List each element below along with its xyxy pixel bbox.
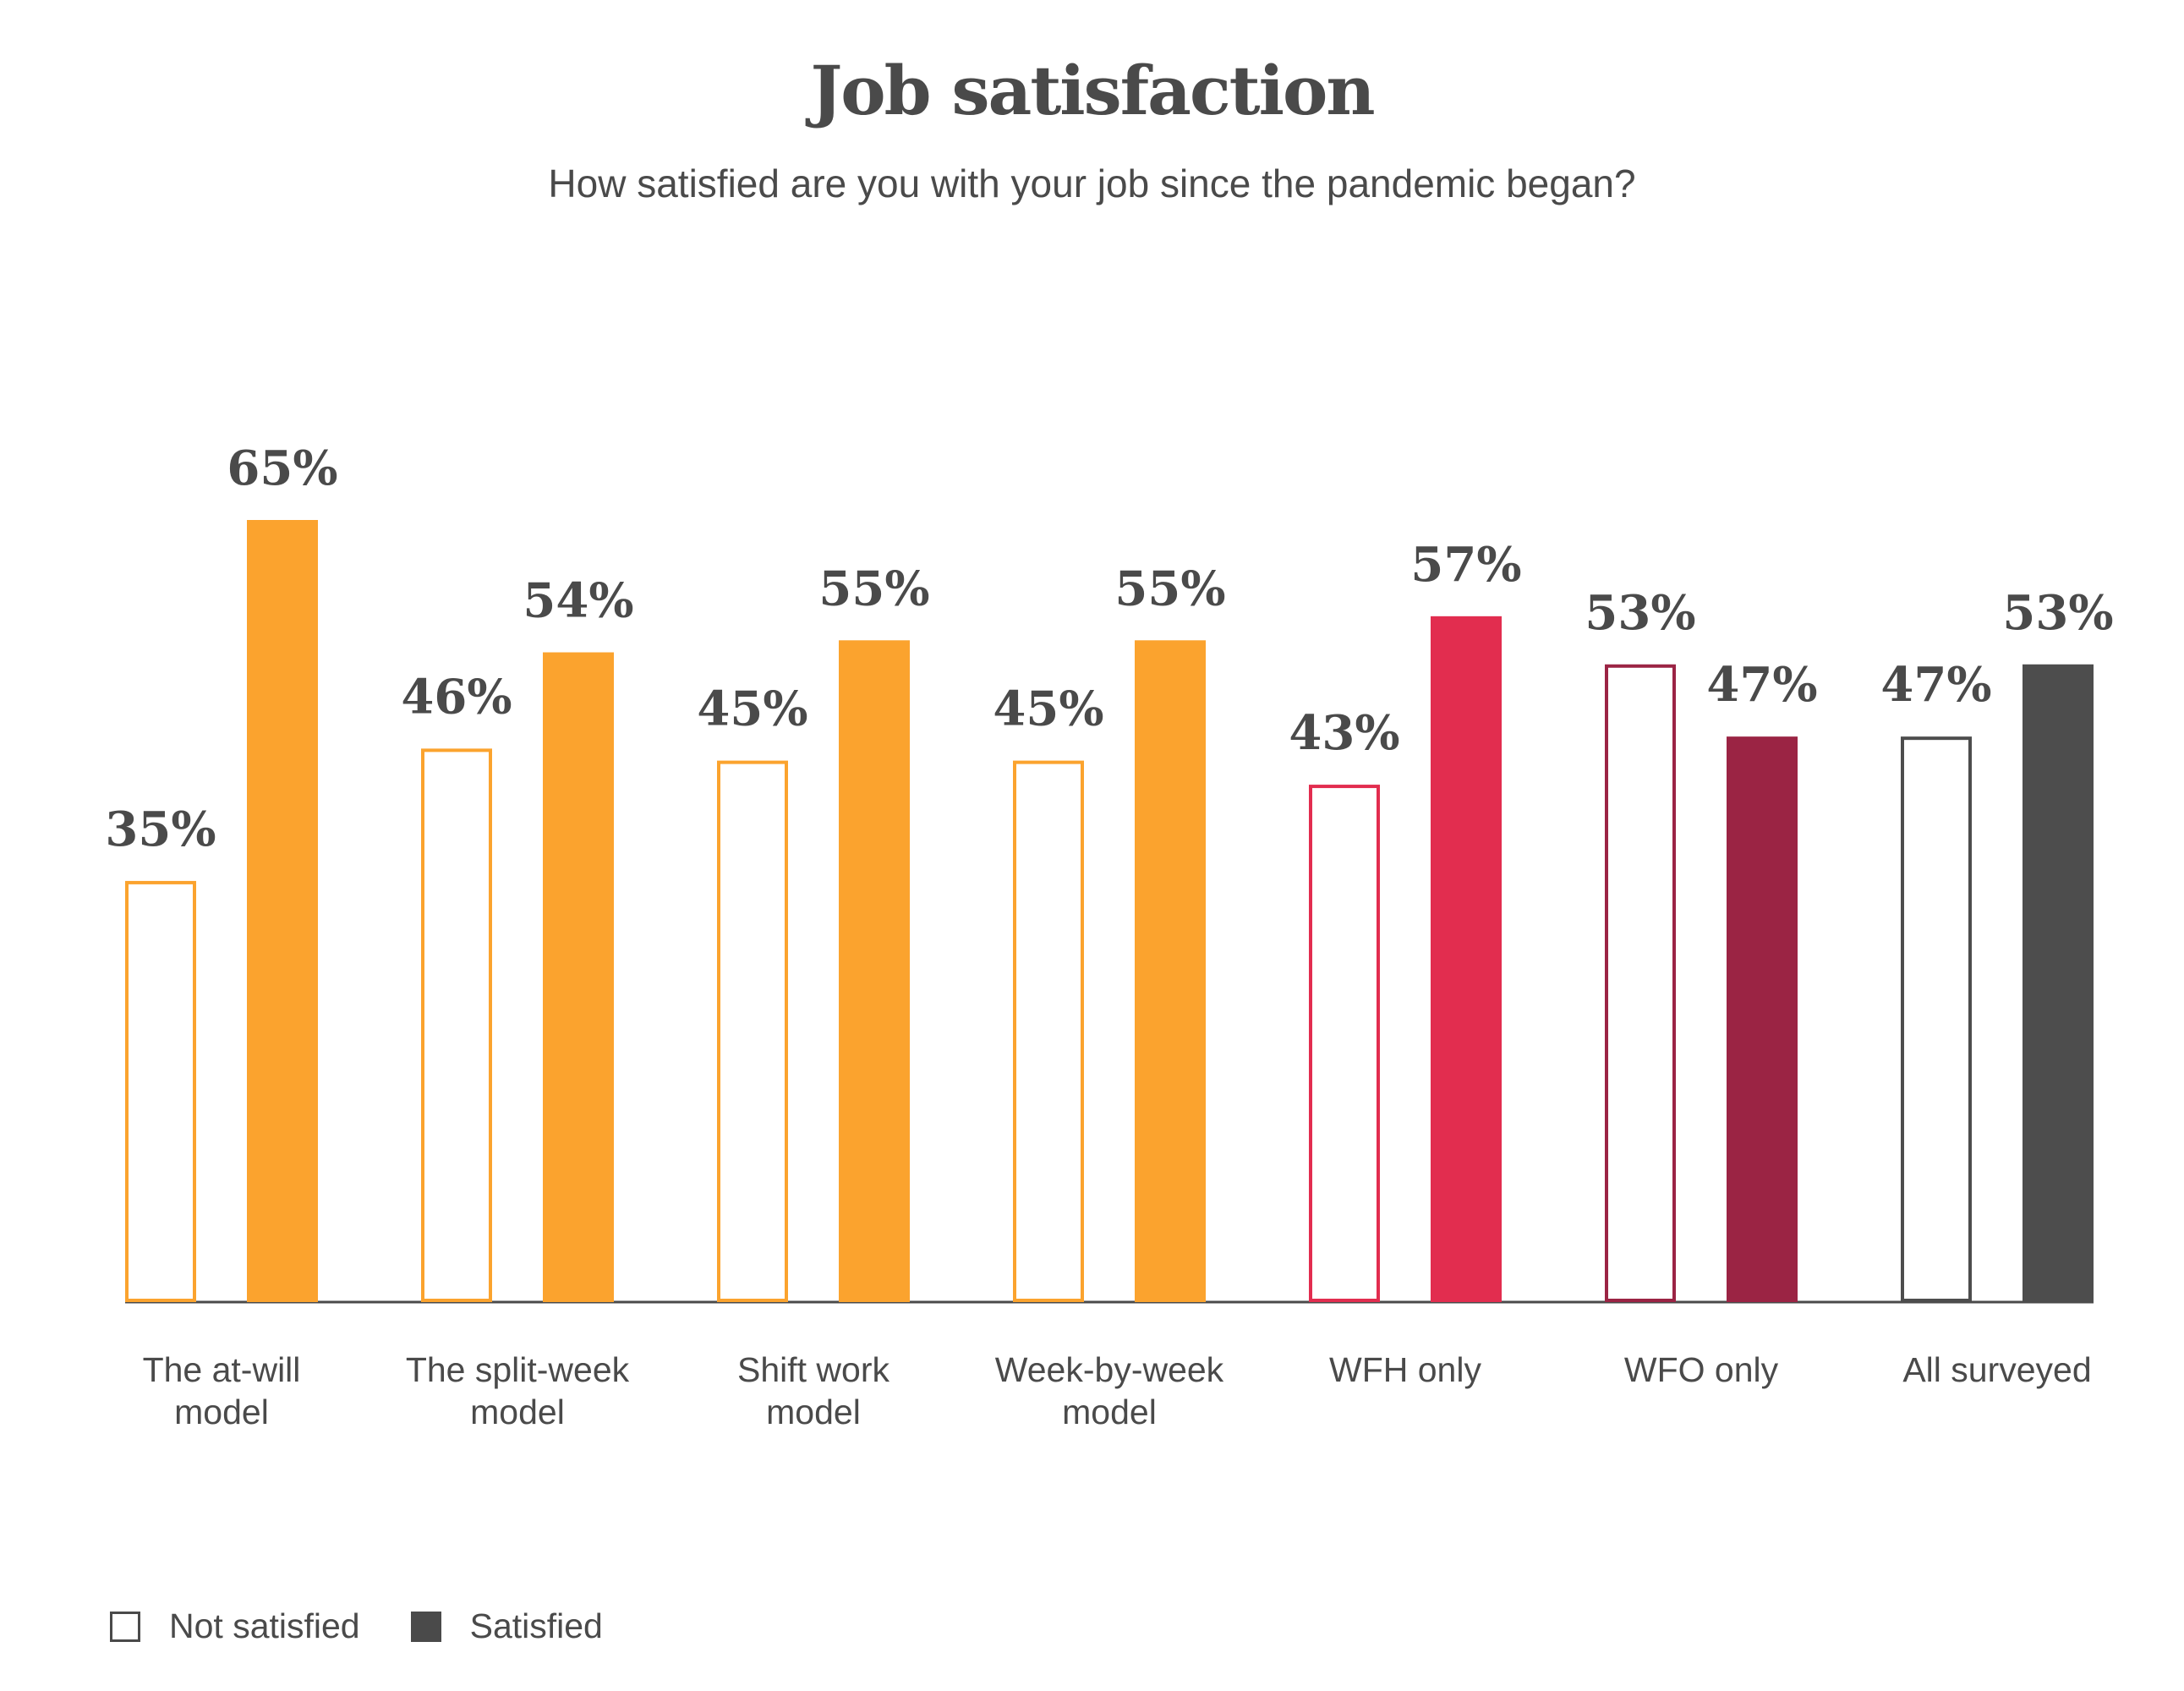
legend-label-not-satisfied: Not satisfied: [169, 1606, 360, 1645]
bar-satisfied-shift-work-model: [839, 640, 910, 1302]
category-label-all-surveyed: All surveyed: [1902, 1350, 2091, 1389]
bar-satisfied-wfh-only: [1431, 616, 1502, 1302]
legend-swatch-outline: [110, 1611, 140, 1642]
bar-not-satisfied-shift-work-model: [717, 760, 788, 1302]
value-label-not-satisfied-wfo-only: 53%: [1585, 585, 1695, 641]
bar-satisfied-week-by-week-model: [1135, 640, 1206, 1302]
value-label-satisfied-week-by-week-model: 55%: [1114, 561, 1225, 616]
bar-not-satisfied-wfh-only: [1309, 785, 1380, 1302]
bar-satisfied-all-surveyed: [2023, 664, 2094, 1302]
legend-item-not-satisfied: Not satisfied: [110, 1606, 360, 1646]
category-label-wfh-only: WFH only: [1329, 1350, 1481, 1389]
bar-not-satisfied-week-by-week-model: [1013, 760, 1084, 1302]
legend-swatch-filled: [410, 1611, 441, 1642]
value-label-satisfied-wfh-only: 57%: [1410, 537, 1521, 593]
value-label-not-satisfied-the-at-will-model: 35%: [105, 802, 216, 857]
value-label-satisfied-wfo-only: 47%: [1706, 657, 1817, 713]
value-label-satisfied-the-at-will-model: 65%: [227, 441, 337, 496]
value-label-not-satisfied-wfh-only: 43%: [1289, 705, 1399, 761]
legend: Not satisfied Satisfied: [110, 1606, 654, 1646]
category-label-wfo-only: WFO only: [1624, 1350, 1779, 1389]
bar-not-satisfied-all-surveyed: [1901, 736, 1972, 1302]
value-label-not-satisfied-the-split-week-model: 46%: [401, 669, 512, 725]
legend-label-satisfied: Satisfied: [469, 1606, 603, 1645]
value-label-satisfied-the-split-week-model: 54%: [523, 573, 633, 629]
chart-subtitle: How satisfied are you with your job sinc…: [548, 161, 1636, 205]
category-label-week-by-week-model: Week-by-week model: [995, 1350, 1224, 1431]
bar-not-satisfied-the-at-will-model: [125, 880, 196, 1303]
bar-not-satisfied-wfo-only: [1605, 664, 1676, 1302]
category-label-the-split-week-model: The split-week model: [406, 1350, 630, 1431]
bar-satisfied-the-split-week-model: [543, 652, 614, 1302]
category-label-the-at-will-model: The at-will model: [143, 1350, 301, 1431]
bar-satisfied-the-at-will-model: [247, 520, 318, 1302]
value-label-satisfied-shift-work-model: 55%: [818, 561, 929, 616]
legend-item-satisfied: Satisfied: [410, 1606, 603, 1646]
value-label-satisfied-all-surveyed: 53%: [2002, 585, 2113, 641]
value-label-not-satisfied-week-by-week-model: 45%: [993, 681, 1103, 737]
value-label-not-satisfied-shift-work-model: 45%: [697, 681, 807, 737]
chart-title: Job satisfaction: [810, 51, 1375, 130]
bar-not-satisfied-the-split-week-model: [421, 748, 492, 1302]
bar-satisfied-wfo-only: [1727, 736, 1798, 1302]
category-label-shift-work-model: Shift work model: [737, 1350, 889, 1431]
value-label-not-satisfied-all-surveyed: 47%: [1880, 657, 1991, 713]
